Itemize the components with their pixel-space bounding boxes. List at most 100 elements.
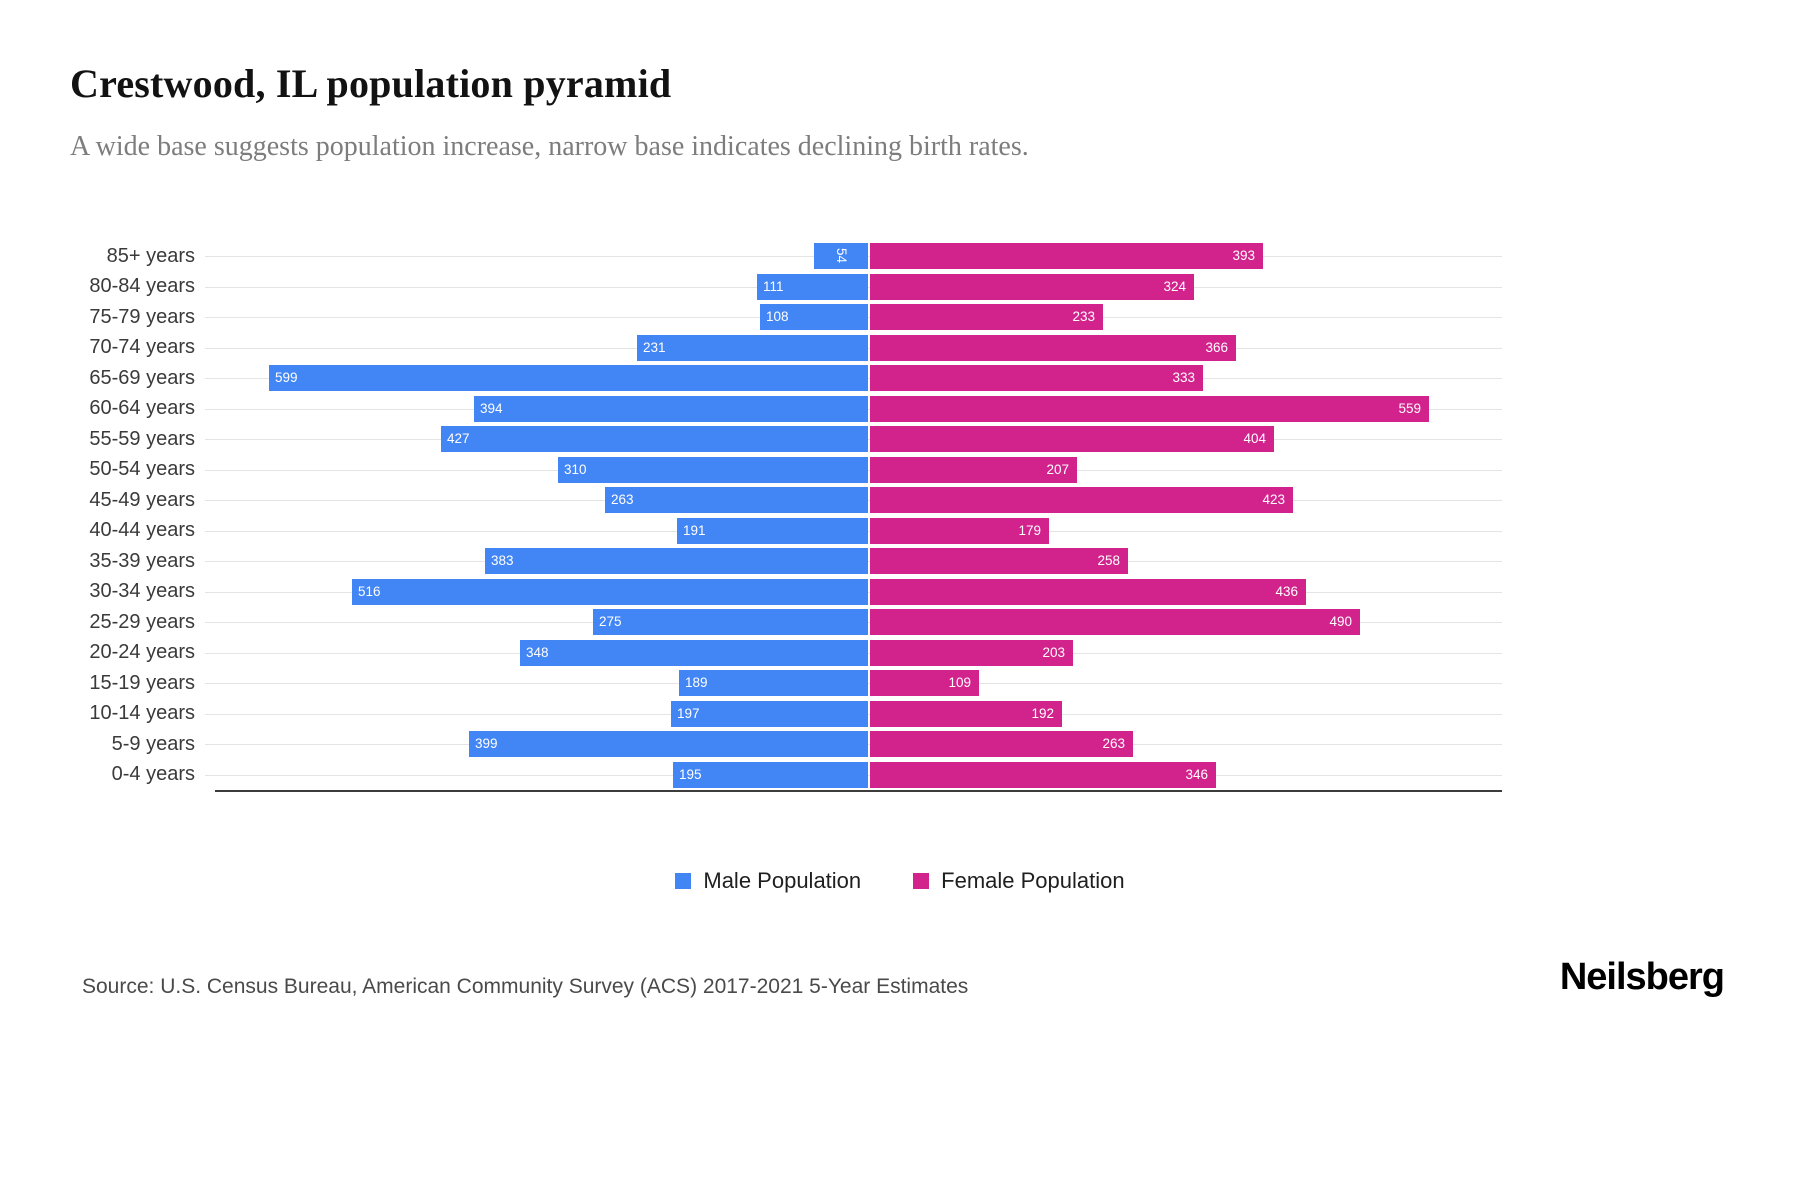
male-bar: 394 (474, 395, 868, 422)
male-bar: 516 (352, 578, 868, 605)
pyramid-row: 80-84 years 111 324 (70, 272, 1502, 303)
female-value-label: 436 (1275, 583, 1298, 599)
row-track: 195 346 (205, 760, 1502, 791)
row-track: 189 109 (205, 668, 1502, 699)
female-bar: 207 (870, 456, 1077, 483)
female-value-label: 207 (1046, 461, 1069, 477)
x-axis-line (215, 790, 1502, 792)
legend-item-female: Female Population (913, 868, 1125, 894)
age-group-label: 40-44 years (89, 519, 195, 542)
male-value-label: 427 (447, 431, 470, 447)
male-value-label: 197 (677, 705, 700, 721)
male-value-label: 54 (833, 248, 849, 264)
female-bar: 233 (870, 304, 1103, 330)
male-bar: 111 (757, 273, 868, 300)
male-value-label: 599 (275, 370, 298, 386)
pyramid-row: 10-14 years 197 192 (70, 699, 1502, 730)
age-group-label: 0-4 years (111, 763, 195, 786)
age-group-label: 10-14 years (89, 702, 195, 725)
chart-subtitle: A wide base suggests population increase… (70, 131, 1029, 162)
female-legend-label: Female Population (941, 868, 1125, 893)
age-group-label: 80-84 years (89, 275, 195, 298)
male-bar: 348 (520, 639, 868, 666)
female-bar: 109 (870, 670, 979, 696)
male-value-label: 310 (564, 461, 587, 477)
male-bar: 189 (679, 670, 868, 696)
pyramid-row: 50-54 years 310 207 (70, 455, 1502, 486)
chart-rows: 85+ years 54 393 80-84 years 111 324 75-79 yea… (70, 241, 1502, 790)
male-bar: 195 (673, 761, 868, 788)
age-group-label: 35-39 years (89, 549, 195, 572)
female-value-label: 203 (1042, 644, 1065, 660)
female-value-label: 192 (1031, 705, 1054, 721)
male-value-label: 394 (480, 400, 503, 416)
male-bar: 263 (605, 487, 868, 513)
row-track: 108 233 (205, 302, 1502, 333)
male-value-label: 108 (766, 309, 789, 325)
male-bar: 191 (677, 517, 868, 544)
female-bar: 192 (870, 700, 1062, 727)
male-value-label: 189 (685, 675, 708, 691)
male-value-label: 231 (643, 339, 666, 355)
age-group-label: 30-34 years (89, 580, 195, 603)
row-track: 231 366 (205, 333, 1502, 364)
male-value-label: 516 (358, 583, 381, 599)
footer: Source: U.S. Census Bureau, American Com… (70, 956, 1730, 999)
male-value-label: 383 (491, 553, 514, 569)
female-value-label: 366 (1205, 339, 1228, 355)
male-bar: 310 (558, 456, 868, 483)
female-value-label: 258 (1097, 553, 1120, 569)
row-track: 399 263 (205, 729, 1502, 760)
female-bar: 346 (870, 761, 1216, 788)
female-bar: 366 (870, 334, 1236, 361)
row-track: 191 179 (205, 516, 1502, 547)
female-value-label: 423 (1262, 492, 1285, 508)
female-bar: 490 (870, 609, 1360, 635)
female-bar: 423 (870, 487, 1293, 513)
population-pyramid-chart: 85+ years 54 393 80-84 years 111 324 75-79 yea… (70, 241, 1502, 792)
age-group-label: 55-59 years (89, 427, 195, 450)
age-group-label: 75-79 years (89, 305, 195, 328)
age-group-label: 70-74 years (89, 336, 195, 359)
row-track: 394 559 (205, 394, 1502, 425)
female-bar: 333 (870, 365, 1203, 391)
male-bar: 427 (441, 426, 868, 452)
row-track: 599 333 (205, 363, 1502, 394)
pyramid-row: 40-44 years 191 179 (70, 516, 1502, 547)
female-bar: 258 (870, 548, 1128, 574)
female-value-label: 404 (1243, 431, 1266, 447)
male-bar: 231 (637, 334, 868, 361)
pyramid-row: 55-59 years 427 404 (70, 424, 1502, 455)
row-track: 111 324 (205, 272, 1502, 303)
row-track: 516 436 (205, 577, 1502, 608)
male-bar: 399 (469, 731, 868, 757)
male-value-label: 399 (475, 736, 498, 752)
male-bar: 54 (814, 243, 868, 269)
pyramid-row: 60-64 years 394 559 (70, 394, 1502, 425)
female-bar: 203 (870, 639, 1073, 666)
neilsberg-logo: Neilsberg (1559, 956, 1725, 998)
female-value-label: 233 (1072, 309, 1095, 325)
female-bar: 179 (870, 517, 1049, 544)
female-bar: 263 (870, 731, 1133, 757)
female-bar: 559 (870, 395, 1429, 422)
pyramid-row: 5-9 years 399 263 (70, 729, 1502, 760)
age-group-label: 5-9 years (111, 732, 195, 755)
male-bar: 599 (269, 365, 868, 391)
row-track: 348 203 (205, 638, 1502, 669)
male-value-label: 263 (611, 492, 634, 508)
pyramid-row: 70-74 years 231 366 (70, 333, 1502, 364)
age-group-label: 65-69 years (89, 366, 195, 389)
male-bar: 275 (593, 609, 868, 635)
female-value-label: 393 (1232, 248, 1255, 264)
male-value-label: 191 (683, 522, 706, 538)
pyramid-row: 30-34 years 516 436 (70, 577, 1502, 608)
pyramid-row: 25-29 years 275 490 (70, 607, 1502, 638)
age-group-label: 85+ years (106, 244, 195, 267)
age-group-label: 45-49 years (89, 488, 195, 511)
female-value-label: 109 (948, 675, 971, 691)
female-bar: 404 (870, 426, 1274, 452)
chart-title: Crestwood, IL population pyramid (70, 61, 672, 106)
male-bar: 383 (485, 548, 868, 574)
female-bar: 393 (870, 243, 1263, 269)
